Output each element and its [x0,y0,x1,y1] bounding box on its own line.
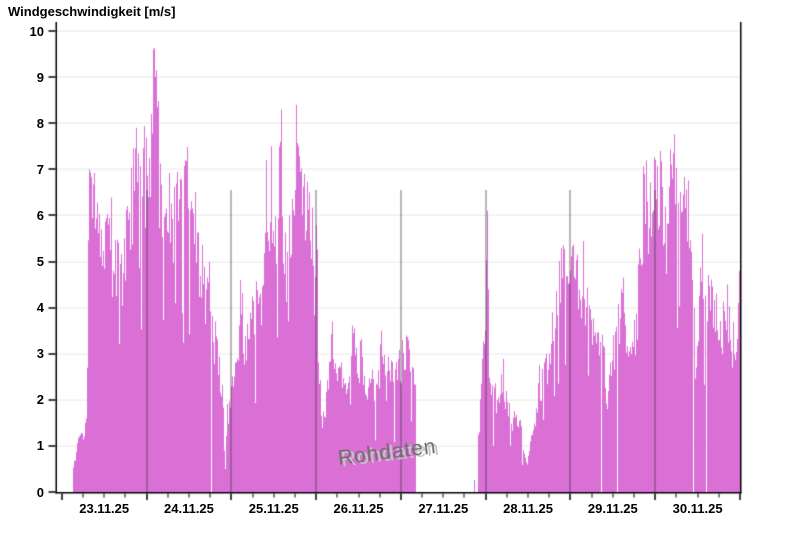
x-tick-label: 24.11.25 [164,501,214,516]
y-tick-label: 0 [36,484,44,500]
y-tick-label: 1 [36,438,44,454]
y-tick-label: 2 [36,392,44,408]
chart-title: Windgeschwindigkeit [m/s] [8,4,176,19]
x-tick-label: 30.11.25 [672,501,723,516]
y-tick-label: 4 [36,300,44,316]
x-tick-label: 28.11.25 [503,501,553,516]
y-tick-label: 6 [36,207,44,223]
x-tick-label: 29.11.25 [587,501,638,516]
y-tick-label: 8 [36,115,44,131]
y-tick-label: 5 [36,254,44,269]
y-tick-label: 9 [36,69,44,85]
x-tick-label: 26.11.25 [333,501,384,516]
y-tick-label: 10 [29,23,44,39]
y-tick-label: 7 [36,161,44,177]
x-tick-label: 27.11.25 [418,501,469,516]
x-tick-label: 25.11.25 [248,501,299,516]
y-tick-label: 3 [36,346,44,362]
x-tick-label: 23.11.25 [79,501,130,516]
